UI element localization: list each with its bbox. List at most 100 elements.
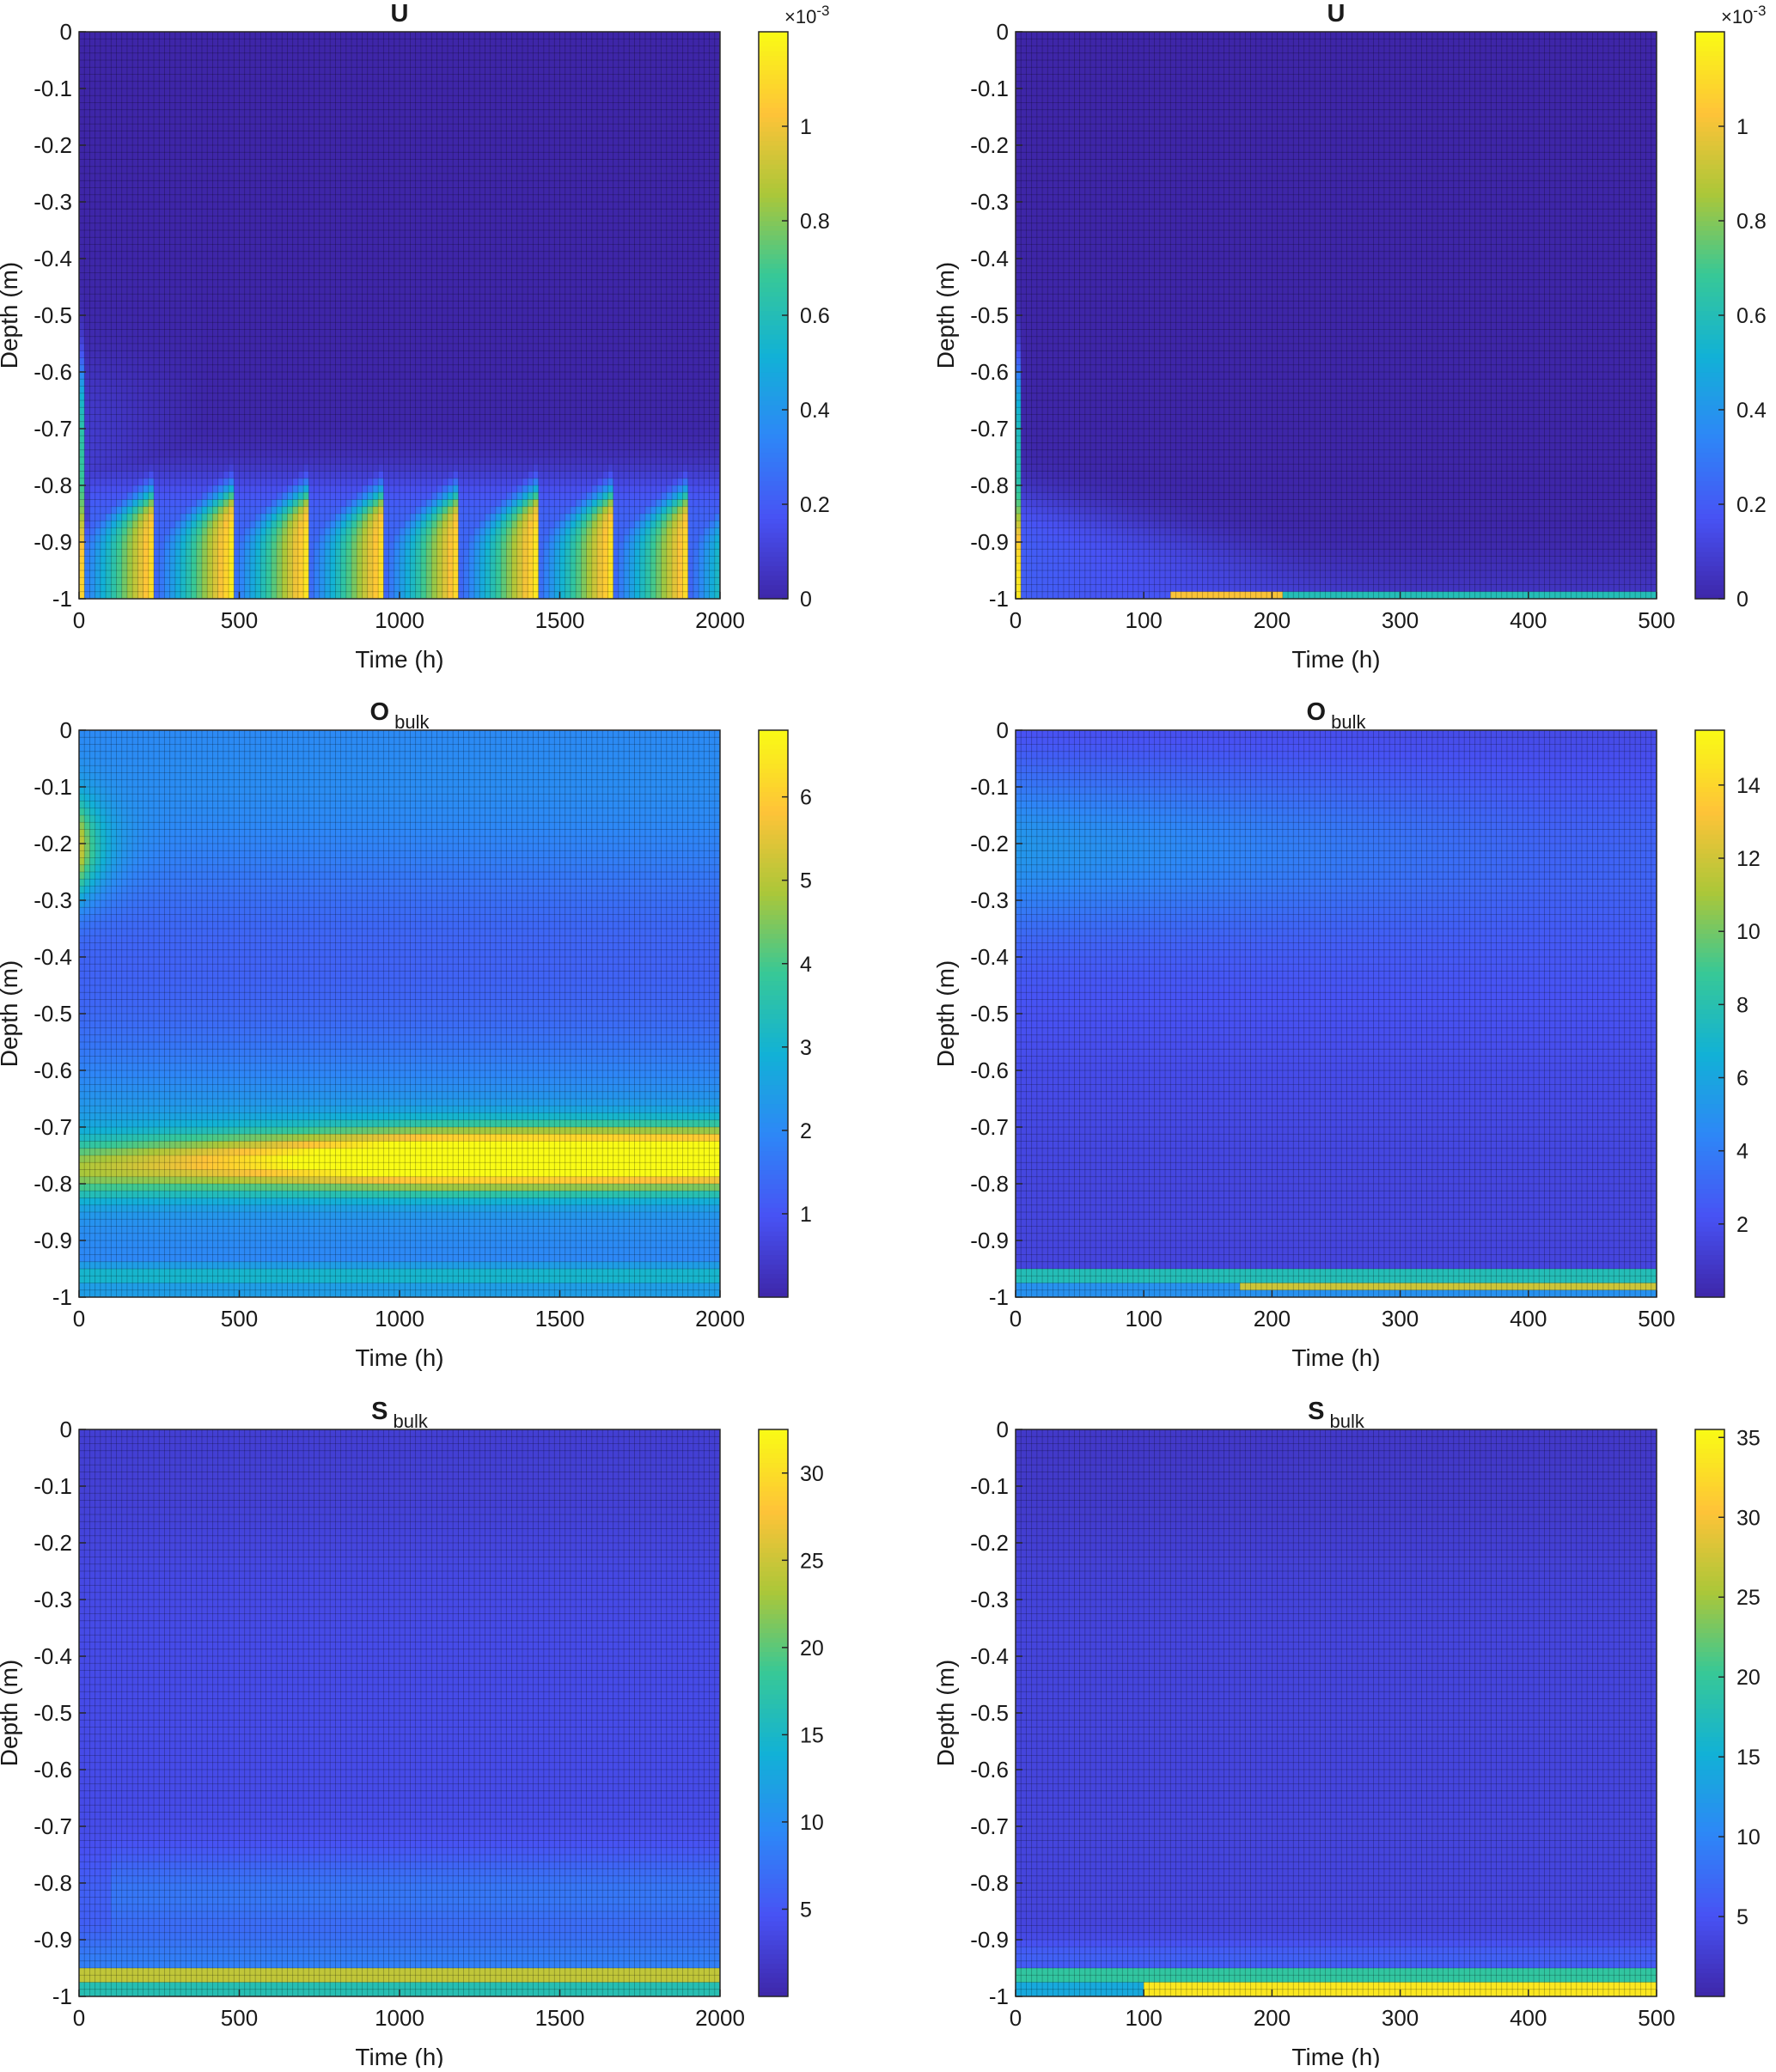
heatmap-cell [682,88,688,96]
heatmap-cell [223,188,229,196]
heatmap-cell [640,95,646,103]
heatmap-cell [533,145,539,153]
heatmap-cell [383,82,389,89]
heatmap-cell [180,188,186,196]
heatmap-cell [192,95,198,103]
heatmap-cell [496,88,502,96]
heatmap-cell [554,95,560,103]
heatmap-cell [512,67,518,75]
heatmap-cell [506,95,512,103]
heatmap-cell [656,160,662,168]
heatmap-cell [607,124,613,131]
heatmap-cell [240,124,246,131]
heatmap-cell [240,188,246,196]
heatmap-cell [106,145,112,153]
heatmap-cell [84,117,90,125]
heatmap-cell [202,60,208,68]
heatmap-cell [308,152,314,160]
heatmap-cell [132,95,138,103]
heatmap-cell [325,60,331,68]
heatmap-cell [677,75,683,82]
heatmap-cell [699,95,705,103]
heatmap-cell [122,75,128,82]
heatmap-cell [368,138,374,146]
heatmap-cell [89,39,95,46]
heatmap-cell [688,53,694,61]
heatmap-cell [501,95,507,103]
heatmap-cell [656,138,662,146]
heatmap-cell [180,39,186,46]
heatmap-cell [218,160,224,168]
heatmap-cell [405,152,411,160]
heatmap-cell [571,145,577,153]
heatmap-cell [95,145,101,153]
heatmap-cell [464,53,470,61]
heatmap-cell [491,180,497,188]
heatmap-cell [688,167,694,174]
heatmap-cell [378,95,384,103]
heatmap-cell [202,124,208,131]
heatmap-cell [549,124,555,131]
heatmap-cell [245,60,251,68]
heatmap-cell [101,60,107,68]
heatmap-cell [255,152,261,160]
heatmap-cell [159,95,165,103]
heatmap-cell [704,110,710,118]
heatmap-cell [272,82,278,89]
heatmap-cell [619,75,625,82]
heatmap-cell [517,138,523,146]
heatmap-cell [207,88,213,96]
heatmap-cell [693,180,699,188]
heatmap-cell [234,82,240,89]
heatmap-cell [293,174,299,181]
heatmap-cell [640,46,646,54]
heatmap-cell [544,103,550,111]
heatmap-cell [202,103,208,111]
heatmap-cell [154,32,160,40]
heatmap-cell [592,145,598,153]
heatmap-cell [565,53,571,61]
heatmap-cell [682,53,688,61]
heatmap-cell [89,46,95,54]
heatmap-cell [597,67,603,75]
heatmap-cell [667,39,673,46]
heatmap-cell [89,160,95,168]
heatmap-cell [431,95,437,103]
heatmap-cell [656,32,662,40]
heatmap-cell [175,160,181,168]
heatmap-cell [469,188,475,196]
heatmap-cell [314,60,320,68]
heatmap-cell [533,75,539,82]
heatmap-cell [710,117,716,125]
heatmap-cell [341,160,347,168]
heatmap-cell [677,174,683,181]
heatmap-cell [693,174,699,181]
heatmap-cell [688,67,694,75]
heatmap-cell [672,174,678,181]
heatmap-cell [351,188,357,196]
heatmap-cell [629,152,635,160]
heatmap-cell [453,160,459,168]
heatmap-cell [517,75,523,82]
heatmap-cell [533,32,539,40]
heatmap-cell [170,75,176,82]
heatmap-cell [346,145,352,153]
heatmap-cell [613,95,619,103]
heatmap-cell [560,32,566,40]
heatmap-cell [250,88,256,96]
heatmap-cell [164,174,170,181]
heatmap-cell [117,160,123,168]
heatmap-cell [245,145,251,153]
heatmap-cell [624,82,630,89]
heatmap-cell [549,53,555,61]
heatmap-cell [207,167,213,174]
heatmap-cell [293,46,299,54]
heatmap-cell [149,75,155,82]
heatmap-cell [266,180,272,188]
heatmap-cell [383,174,389,181]
heatmap-cell [351,82,357,89]
heatmap-cell [149,46,155,54]
heatmap-cell [122,188,128,196]
heatmap-cell [613,53,619,61]
heatmap-cell [710,138,716,146]
